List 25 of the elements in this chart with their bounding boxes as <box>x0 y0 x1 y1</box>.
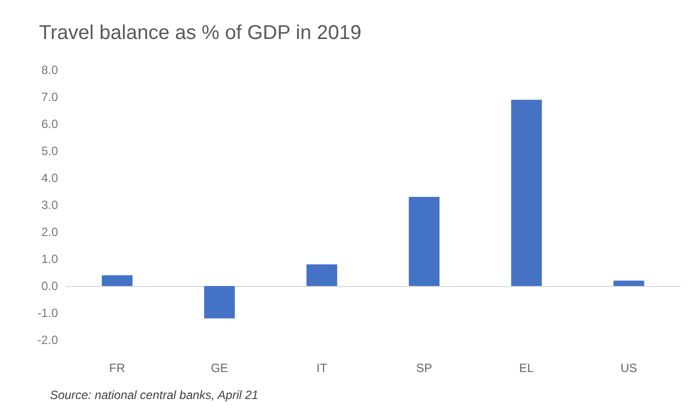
bar <box>511 100 542 286</box>
y-tick-label: 7.0 <box>41 90 58 104</box>
x-tick-label: SP <box>416 361 432 375</box>
x-tick-label: FR <box>109 361 126 375</box>
bar <box>306 264 338 286</box>
x-tick-label: US <box>620 361 638 375</box>
y-tick-label: -2.0 <box>37 333 58 347</box>
x-tick-label: EL <box>519 361 534 375</box>
y-tick-label: 5.0 <box>41 144 58 158</box>
source-note: Source: national central banks, April 21 <box>50 388 258 402</box>
y-tick-label: 1.0 <box>41 252 58 266</box>
y-tick-label: 0.0 <box>41 279 58 293</box>
y-tick-label: -1.0 <box>37 306 58 320</box>
bar <box>408 196 440 286</box>
bar <box>613 280 644 286</box>
y-tick-label: 3.0 <box>41 198 58 212</box>
y-tick-label: 2.0 <box>41 225 58 239</box>
bar <box>204 286 235 318</box>
chart-title: Travel balance as % of GDP in 2019 <box>39 22 362 44</box>
y-tick-label: 8.0 <box>41 63 58 77</box>
y-tick-label: 4.0 <box>41 171 58 185</box>
y-tick-label: 6.0 <box>41 117 58 131</box>
x-tick-label: GE <box>210 361 228 375</box>
bar <box>102 275 133 286</box>
x-tick-label: IT <box>316 361 328 375</box>
